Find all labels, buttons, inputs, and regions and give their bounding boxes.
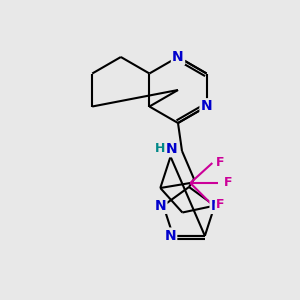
Text: N: N	[211, 199, 223, 213]
Text: F: F	[216, 157, 225, 169]
Text: F: F	[224, 176, 232, 190]
Text: N: N	[154, 199, 166, 213]
Text: H: H	[155, 142, 165, 155]
Text: N: N	[201, 100, 212, 113]
Text: N: N	[166, 142, 178, 156]
Text: N: N	[172, 50, 184, 64]
Text: N: N	[212, 199, 224, 213]
Text: N: N	[164, 229, 176, 243]
Text: F: F	[216, 199, 225, 212]
